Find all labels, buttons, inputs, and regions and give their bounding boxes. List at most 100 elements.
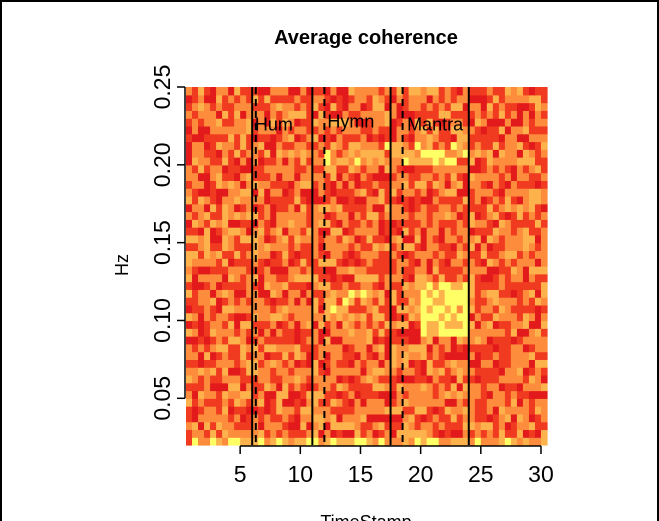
- heatmap-cell: [306, 141, 313, 150]
- heatmap-cell: [282, 413, 289, 423]
- heatmap-cell: [252, 211, 259, 220]
- heatmap-cell: [270, 118, 277, 127]
- y-tick-label: 0.05: [149, 376, 175, 421]
- heatmap-cell: [408, 157, 416, 166]
- heatmap-cell: [534, 87, 542, 96]
- heatmap-cell: [342, 304, 350, 314]
- heatmap-cell: [318, 281, 325, 290]
- heatmap-cell: [480, 195, 488, 205]
- heatmap-cell: [276, 242, 283, 252]
- heatmap-cell: [426, 406, 434, 415]
- heatmap-cell: [468, 382, 476, 392]
- heatmap-cell: [330, 304, 338, 314]
- heatmap-cell: [444, 125, 452, 135]
- heatmap-cell: [414, 102, 422, 111]
- heatmap-cell: [432, 398, 440, 407]
- heatmap-cell: [318, 382, 325, 392]
- heatmap-cell: [408, 266, 416, 275]
- heatmap-cell: [336, 320, 344, 329]
- heatmap-cell: [336, 312, 344, 322]
- heatmap-cell: [216, 351, 223, 360]
- heatmap-cell: [192, 429, 199, 438]
- heatmap-cell: [420, 250, 428, 259]
- heatmap-cell: [330, 94, 338, 104]
- heatmap-cell: [300, 242, 307, 252]
- heatmap-cell: [432, 266, 440, 275]
- heatmap-cell: [348, 374, 356, 384]
- heatmap-cell: [282, 328, 289, 337]
- heatmap-cell: [528, 133, 536, 143]
- heatmap-cell: [366, 188, 374, 197]
- heatmap-cell: [300, 110, 307, 119]
- heatmap-cell: [492, 304, 500, 314]
- heatmap-cell: [384, 351, 392, 360]
- heatmap-cell: [330, 219, 338, 228]
- heatmap-cell: [312, 203, 319, 213]
- heatmap-cell: [378, 250, 386, 259]
- heatmap-cell: [414, 250, 422, 259]
- heatmap-cell: [222, 437, 229, 446]
- heatmap-cell: [390, 234, 398, 244]
- heatmap-cell: [246, 429, 253, 438]
- heatmap-cell: [372, 234, 380, 244]
- heatmap-cell: [210, 343, 217, 353]
- heatmap-cell: [474, 343, 482, 353]
- heatmap-cell: [468, 234, 476, 244]
- heatmap-cell: [492, 297, 500, 306]
- heatmap-cell: [396, 266, 404, 275]
- heatmap-cell: [492, 312, 500, 322]
- heatmap-cell: [420, 180, 428, 189]
- heatmap-cell: [270, 219, 277, 228]
- heatmap-cell: [342, 398, 350, 407]
- heatmap-cell: [540, 304, 548, 314]
- heatmap-cell: [246, 188, 253, 197]
- heatmap-cell: [348, 188, 356, 197]
- heatmap-cell: [264, 320, 271, 329]
- heatmap-cell: [438, 157, 446, 166]
- heatmap-cell: [270, 312, 277, 322]
- heatmap-cell: [288, 87, 295, 96]
- heatmap-cell: [324, 118, 331, 127]
- heatmap-cell: [420, 110, 428, 119]
- heatmap-cell: [366, 304, 374, 314]
- heatmap-cell: [450, 312, 458, 322]
- heatmap-cell: [522, 382, 530, 392]
- heatmap-cell: [336, 336, 344, 345]
- heatmap-cell: [528, 281, 536, 290]
- heatmap-cell: [198, 149, 205, 158]
- heatmap-cell: [354, 406, 362, 415]
- heatmap-cell: [198, 289, 205, 298]
- heatmap-cell: [498, 102, 506, 111]
- heatmap-cell: [402, 398, 410, 407]
- heatmap-cell: [402, 328, 410, 337]
- heatmap-cell: [210, 87, 217, 96]
- heatmap-cell: [210, 133, 217, 143]
- heatmap-cell: [366, 141, 374, 150]
- heatmap-cell: [378, 87, 386, 96]
- heatmap-cell: [210, 234, 217, 244]
- heatmap-cell: [462, 413, 470, 423]
- heatmap-cell: [366, 87, 374, 96]
- heatmap-cell: [414, 281, 422, 290]
- heatmap-cell: [216, 110, 223, 119]
- heatmap-cell: [312, 102, 319, 111]
- heatmap-cell: [210, 328, 217, 337]
- heatmap-cell: [258, 328, 265, 337]
- heatmap-cell: [318, 141, 325, 150]
- heatmap-cell: [276, 273, 283, 283]
- heatmap-cell: [444, 87, 452, 96]
- heatmap-cell: [294, 157, 301, 166]
- heatmap-cell: [384, 421, 392, 431]
- heatmap-cell: [510, 437, 518, 446]
- heatmap-cell: [444, 102, 452, 111]
- heatmap-cell: [198, 382, 205, 392]
- heatmap-cell: [390, 157, 398, 166]
- heatmap-cell: [360, 320, 368, 329]
- heatmap-cell: [516, 289, 524, 298]
- heatmap-cell: [414, 195, 422, 205]
- heatmap-cell: [186, 219, 193, 228]
- heatmap-cell: [540, 398, 548, 407]
- heatmap-cell: [336, 87, 344, 96]
- heatmap-cell: [468, 336, 476, 345]
- heatmap-cell: [540, 413, 548, 423]
